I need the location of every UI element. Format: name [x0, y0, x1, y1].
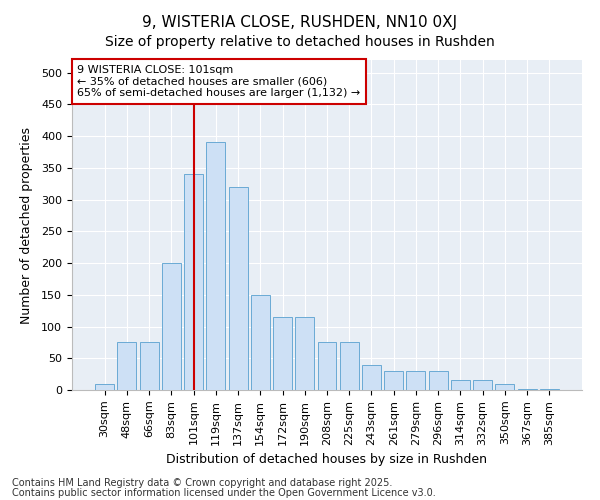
- Bar: [317, 342, 337, 390]
- Bar: [118, 342, 136, 390]
- Bar: [429, 371, 448, 390]
- Bar: [362, 364, 381, 390]
- Y-axis label: Number of detached properties: Number of detached properties: [20, 126, 33, 324]
- Bar: [206, 142, 225, 390]
- Bar: [496, 384, 514, 390]
- Bar: [295, 317, 314, 390]
- Text: 9, WISTERIA CLOSE, RUSHDEN, NN10 0XJ: 9, WISTERIA CLOSE, RUSHDEN, NN10 0XJ: [142, 15, 458, 30]
- Bar: [273, 317, 292, 390]
- Bar: [162, 263, 181, 390]
- Bar: [518, 388, 536, 390]
- Bar: [229, 187, 248, 390]
- Bar: [95, 384, 114, 390]
- Text: Contains public sector information licensed under the Open Government Licence v3: Contains public sector information licen…: [12, 488, 436, 498]
- Bar: [384, 371, 403, 390]
- Bar: [184, 174, 203, 390]
- Bar: [340, 342, 359, 390]
- X-axis label: Distribution of detached houses by size in Rushden: Distribution of detached houses by size …: [167, 453, 487, 466]
- Bar: [140, 342, 158, 390]
- Bar: [251, 295, 270, 390]
- Bar: [473, 380, 492, 390]
- Bar: [540, 388, 559, 390]
- Text: Size of property relative to detached houses in Rushden: Size of property relative to detached ho…: [105, 35, 495, 49]
- Bar: [451, 380, 470, 390]
- Text: 9 WISTERIA CLOSE: 101sqm
← 35% of detached houses are smaller (606)
65% of semi-: 9 WISTERIA CLOSE: 101sqm ← 35% of detach…: [77, 65, 361, 98]
- Bar: [406, 371, 425, 390]
- Text: Contains HM Land Registry data © Crown copyright and database right 2025.: Contains HM Land Registry data © Crown c…: [12, 478, 392, 488]
